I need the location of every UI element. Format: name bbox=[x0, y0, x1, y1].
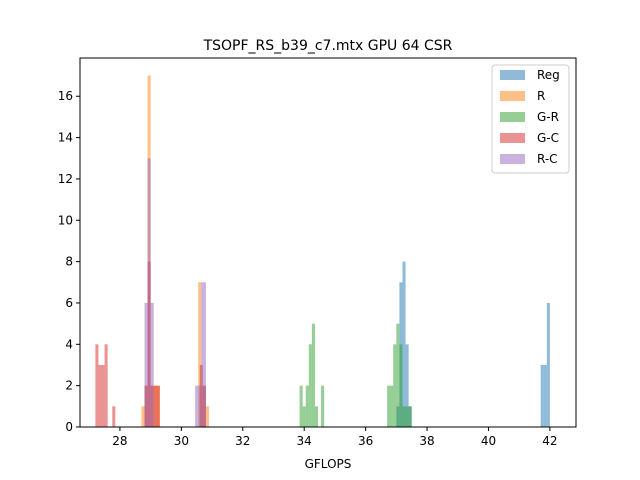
y-tick-label: 10 bbox=[58, 213, 73, 227]
bar-r-c-2 bbox=[150, 302, 154, 427]
bar-g-r-7 bbox=[387, 385, 394, 427]
legend-label-r: R bbox=[537, 89, 545, 103]
bar-g-r-3 bbox=[308, 344, 312, 427]
x-tick-label: 34 bbox=[297, 434, 312, 448]
y-tick-label: 8 bbox=[65, 255, 73, 269]
axes-frame bbox=[79, 57, 577, 428]
bar-reg-2 bbox=[402, 261, 406, 427]
bar-g-r-0 bbox=[299, 385, 303, 427]
legend: Reg R G-R G-C R-C bbox=[491, 64, 570, 174]
legend-swatch-reg bbox=[500, 70, 525, 80]
x-tick-label: 38 bbox=[419, 434, 434, 448]
bar-g-c-1 bbox=[98, 364, 102, 427]
y-tick-label: 12 bbox=[58, 172, 73, 186]
x-tick-label: 32 bbox=[235, 434, 250, 448]
x-tick-label: 42 bbox=[542, 434, 557, 448]
legend-label-g-r: G-R bbox=[537, 110, 559, 124]
bar-r-c-4 bbox=[198, 385, 202, 427]
bar-g-r-2 bbox=[305, 385, 309, 427]
bar-g-c-3 bbox=[104, 344, 108, 427]
bar-g-r-12 bbox=[408, 406, 412, 427]
bar-g-r-5 bbox=[314, 406, 319, 427]
x-tick-label: 40 bbox=[481, 434, 496, 448]
bar-g-r-6 bbox=[321, 385, 325, 427]
bar-g-c-9 bbox=[153, 385, 160, 427]
y-tick-label: 6 bbox=[65, 296, 73, 310]
bar-g-c-2 bbox=[101, 364, 105, 427]
legend-label-reg: Reg bbox=[537, 68, 560, 82]
bar-g-r-9 bbox=[396, 323, 400, 427]
bar-r-c-0 bbox=[144, 302, 148, 427]
legend-label-g-c: G-C bbox=[537, 131, 559, 145]
bar-reg-5 bbox=[540, 364, 544, 427]
series-g-r bbox=[299, 323, 412, 427]
bar-reg-6 bbox=[543, 364, 547, 427]
bar-r-c-3 bbox=[195, 385, 199, 427]
bar-r-5 bbox=[198, 282, 202, 427]
legend-swatch-g-c bbox=[500, 133, 525, 143]
bar-r-0 bbox=[141, 406, 145, 427]
y-tick-label: 16 bbox=[58, 89, 73, 103]
bar-g-r-4 bbox=[311, 323, 315, 427]
bar-g-r-1 bbox=[302, 406, 306, 427]
bar-r-c-1 bbox=[147, 158, 151, 427]
bar-g-r-10 bbox=[399, 344, 403, 427]
legend-swatch-r-c bbox=[500, 154, 525, 164]
bar-g-r-11 bbox=[402, 406, 409, 427]
bar-g-c-0 bbox=[95, 344, 99, 427]
x-tick-label: 30 bbox=[174, 434, 189, 448]
y-tick-label: 4 bbox=[65, 337, 73, 351]
y-tick-label: 2 bbox=[65, 379, 73, 393]
bar-reg-3 bbox=[405, 344, 409, 427]
legend-label-r-c: R-C bbox=[537, 152, 558, 166]
bar-r-c-5 bbox=[201, 282, 206, 427]
x-tick-label: 36 bbox=[358, 434, 373, 448]
y-tick-label: 14 bbox=[58, 131, 73, 145]
legend-swatch-r bbox=[500, 91, 525, 101]
x-axis-label: GFLOPS bbox=[305, 457, 352, 471]
legend-swatch-g-r bbox=[500, 112, 525, 122]
y-tick-label: 0 bbox=[65, 420, 73, 434]
bar-reg-7 bbox=[546, 302, 550, 427]
chart-title: TSOPF_RS_b39_c7.mtx GPU 64 CSR bbox=[203, 38, 453, 54]
bar-g-r-8 bbox=[393, 344, 397, 427]
plot-area: 28 30 32 34 36 38 40 42 0 2 4 6 8 10 12 14 16 bbox=[58, 57, 577, 448]
series-r-c bbox=[144, 158, 206, 427]
y-axis-ticks: 0 2 4 6 8 10 12 14 16 bbox=[58, 89, 80, 434]
bars-layer bbox=[95, 75, 550, 427]
x-axis-ticks: 28 30 32 34 36 38 40 42 bbox=[112, 427, 558, 448]
bar-g-c-5 bbox=[112, 406, 116, 427]
bar-r-7 bbox=[205, 406, 209, 427]
x-tick-label: 28 bbox=[112, 434, 127, 448]
